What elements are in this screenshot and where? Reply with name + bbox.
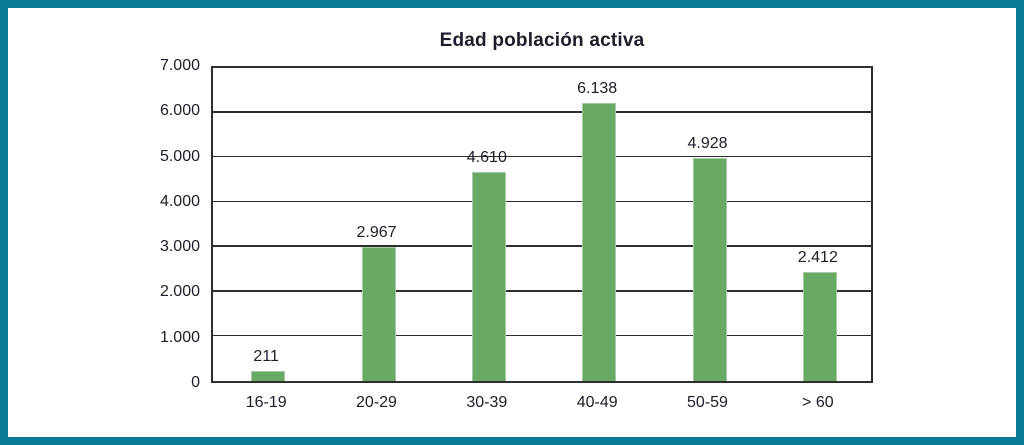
y-axis-label: 3.000 (159, 238, 200, 256)
gridline (213, 111, 871, 113)
bar (802, 272, 837, 381)
y-axis-label: 4.000 (159, 192, 200, 210)
y-axis-label: 7.000 (159, 57, 200, 74)
bar (692, 158, 727, 381)
bar (251, 371, 286, 381)
x-axis-label: 50-59 (687, 394, 728, 411)
bar-value-label: 4.928 (687, 135, 728, 152)
x-axis-label: 16-19 (245, 394, 287, 411)
gridline (213, 200, 871, 203)
bar-value-label: 2.412 (797, 249, 838, 266)
bar (471, 172, 506, 381)
chart-title: Edad población activa (439, 30, 645, 51)
bar-value-label: 6.138 (577, 80, 618, 97)
bar-value-label: 211 (253, 348, 279, 365)
x-axis-label: 40-49 (576, 394, 618, 411)
plot-area (211, 66, 873, 383)
bar (361, 247, 396, 381)
y-axis-label: 1.000 (159, 328, 200, 346)
bar-value-label: 4.610 (466, 149, 507, 166)
bar (582, 103, 617, 381)
gridline (213, 245, 871, 247)
x-axis-label: > 60 (802, 394, 834, 411)
y-axis-label: 6.000 (159, 102, 200, 120)
x-axis-label: 20-29 (356, 394, 397, 411)
gridline (213, 155, 871, 158)
y-axis-label: 2.000 (159, 283, 200, 301)
y-axis-label: 5.000 (159, 147, 200, 165)
gridline (213, 334, 871, 337)
gridline (213, 290, 871, 292)
x-axis-label: 30-39 (466, 394, 508, 411)
y-axis-label: 0 (191, 374, 200, 391)
bar-value-label: 2.967 (356, 224, 397, 241)
